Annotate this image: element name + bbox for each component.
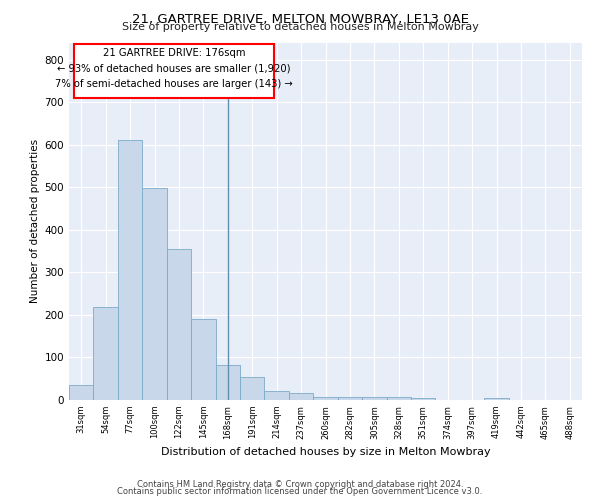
- Text: 21 GARTREE DRIVE: 176sqm: 21 GARTREE DRIVE: 176sqm: [103, 48, 245, 58]
- Bar: [484, 398, 509, 400]
- Bar: [338, 398, 362, 400]
- Bar: [94, 307, 118, 400]
- Text: 21, GARTREE DRIVE, MELTON MOWBRAY, LE13 0AE: 21, GARTREE DRIVE, MELTON MOWBRAY, LE13 …: [131, 12, 469, 26]
- X-axis label: Distribution of detached houses by size in Melton Mowbray: Distribution of detached houses by size …: [161, 447, 490, 457]
- Bar: [386, 398, 411, 400]
- Text: Size of property relative to detached houses in Melton Mowbray: Size of property relative to detached ho…: [122, 22, 478, 32]
- Text: 7% of semi-detached houses are larger (143) →: 7% of semi-detached houses are larger (1…: [55, 79, 293, 89]
- Text: Contains public sector information licensed under the Open Government Licence v3: Contains public sector information licen…: [118, 487, 482, 496]
- Bar: [69, 385, 94, 400]
- Bar: [167, 249, 191, 400]
- Text: ← 93% of detached houses are smaller (1,920): ← 93% of detached houses are smaller (1,…: [58, 64, 291, 74]
- Bar: [265, 390, 289, 400]
- Bar: [142, 188, 167, 400]
- Bar: [215, 364, 240, 400]
- Bar: [362, 396, 386, 400]
- Bar: [411, 398, 436, 400]
- Bar: [191, 319, 215, 400]
- Bar: [313, 396, 338, 400]
- Bar: [118, 140, 142, 400]
- Y-axis label: Number of detached properties: Number of detached properties: [31, 139, 40, 304]
- Bar: [240, 376, 265, 400]
- Text: Contains HM Land Registry data © Crown copyright and database right 2024.: Contains HM Land Registry data © Crown c…: [137, 480, 463, 489]
- Bar: [289, 393, 313, 400]
